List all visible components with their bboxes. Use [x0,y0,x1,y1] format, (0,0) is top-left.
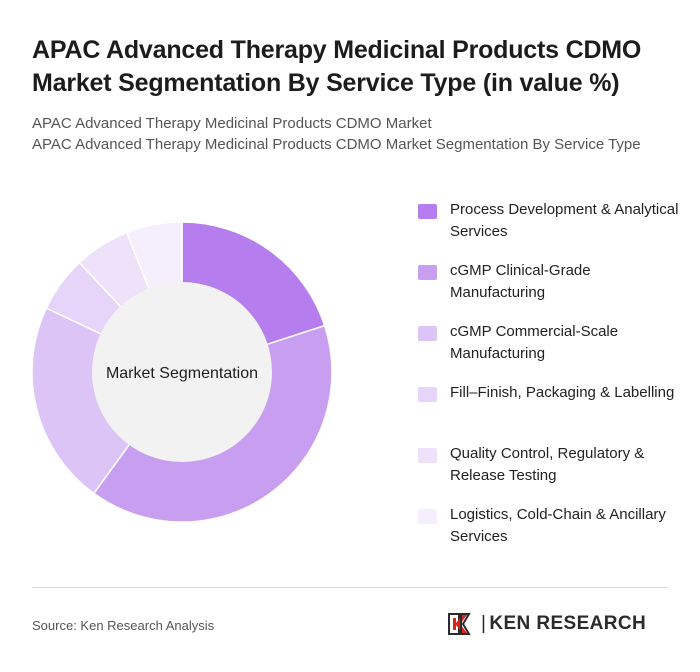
footer-divider [32,587,668,588]
legend-item-3[interactable]: cGMP Commercial-Scale Manufacturing [418,321,688,382]
legend-swatch [418,509,437,524]
legend-label: Logistics, Cold-Chain & Ancillary Servic… [450,506,666,545]
legend-swatch [418,326,437,341]
donut-center-label: Market Segmentation [106,365,258,382]
legend-item-1[interactable]: Process Development & Analytical Service… [418,199,688,260]
source-note: Source: Ken Research Analysis [32,618,215,633]
donut-hole [92,282,272,462]
legend-swatch [418,265,437,280]
donut-slices [31,221,333,523]
donut-chart: Market Segmentation [31,221,333,523]
chart-title: APAC Advanced Therapy Medicinal Products… [32,36,642,97]
legend-item-4[interactable]: Fill–Finish, Packaging & Labelling [418,382,688,443]
legend-label: cGMP Clinical-Grade Manufacturing [450,262,591,301]
legend-label: Process Development & Analytical Service… [450,201,679,240]
ken-research-logo-icon [448,613,471,635]
legend-swatch [418,387,437,402]
chart-legend: Process Development & Analytical Service… [418,199,688,565]
chart-subtitle: APAC Advanced Therapy Medicinal Products… [32,113,682,155]
legend-label: Fill–Finish, Packaging & Labelling [450,384,675,401]
legend-label: Quality Control, Regulatory & Release Te… [450,445,645,484]
legend-swatch [418,448,437,463]
subtitle-line-2: APAC Advanced Therapy Medicinal Products… [32,136,641,153]
legend-item-2[interactable]: cGMP Clinical-Grade Manufacturing [418,260,688,321]
legend-item-5[interactable]: Quality Control, Regulatory & Release Te… [418,443,688,504]
subtitle-line-1: APAC Advanced Therapy Medicinal Products… [32,115,432,132]
legend-swatch [418,204,437,219]
brand-name: | KEN RESEARCH [481,613,647,634]
legend-label: cGMP Commercial-Scale Manufacturing [450,323,619,362]
legend-item-6[interactable]: Logistics, Cold-Chain & Ancillary Servic… [418,504,688,565]
